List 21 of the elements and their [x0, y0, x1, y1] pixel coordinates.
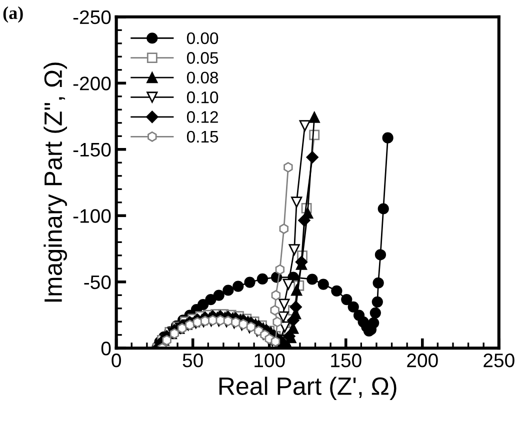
- y-tick-label: -200: [73, 76, 111, 90]
- y-tick-label: -250: [73, 10, 111, 24]
- y-tick-label: -150: [73, 142, 111, 157]
- x-axis-title: Real Part (Z', Ω): [219, 376, 396, 400]
- x-tick-label: 150: [331, 354, 362, 368]
- x-tick-label: 250: [484, 354, 514, 368]
- text: (a): [3, 6, 23, 23]
- y-tick-label: 0: [101, 342, 111, 356]
- y-axis-title: Imaginary Part (Z", Ω): [44, 62, 67, 302]
- legend-label: 0.10: [186, 91, 218, 104]
- y-tick-label: -100: [73, 209, 111, 223]
- legend-label: 0.15: [186, 130, 218, 143]
- legend-label: 0.05: [186, 52, 218, 64]
- x-tick-label: 50: [182, 354, 203, 368]
- x-tick-label: 100: [254, 354, 285, 368]
- legend-label: 0.00: [186, 32, 218, 44]
- y-tick-label: -50: [84, 275, 111, 290]
- legend-label: 0.12: [186, 111, 218, 123]
- x-tick-label: 0: [112, 354, 121, 368]
- legend-label: 0.08: [186, 72, 218, 84]
- x-tick-label: 200: [407, 354, 438, 368]
